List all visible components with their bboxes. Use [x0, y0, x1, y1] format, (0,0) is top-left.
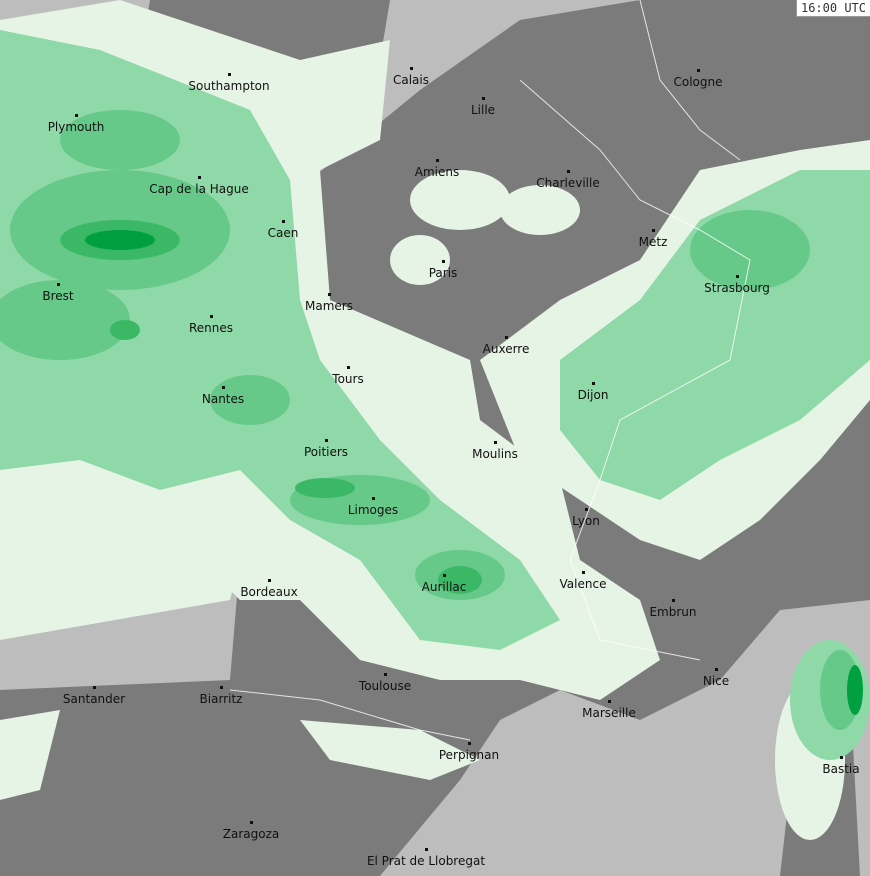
- city-marker: [75, 114, 78, 117]
- city-label: Aurillac: [421, 580, 467, 594]
- city-marker: [442, 260, 445, 263]
- city-marker: [425, 848, 428, 851]
- rain-intense: [85, 230, 863, 715]
- city-marker: [57, 283, 60, 286]
- city-label: Lyon: [572, 514, 600, 528]
- city-label: Plymouth: [47, 120, 105, 134]
- city-marker: [347, 366, 350, 369]
- city-label: Poitiers: [303, 445, 349, 459]
- city-label: Toulouse: [358, 679, 412, 693]
- city-marker: [840, 756, 843, 759]
- city-label: Limoges: [347, 503, 399, 517]
- time-label: 16:00 UTC: [795, 0, 870, 17]
- city-marker: [736, 275, 739, 278]
- city-marker: [443, 574, 446, 577]
- city-marker: [582, 571, 585, 574]
- city-marker: [282, 220, 285, 223]
- city-label: Bordeaux: [240, 585, 298, 599]
- city-marker: [410, 67, 413, 70]
- city-marker: [585, 508, 588, 511]
- city-marker: [328, 293, 331, 296]
- city-marker: [697, 69, 700, 72]
- city-marker: [220, 686, 223, 689]
- city-label: Paris: [428, 266, 458, 280]
- city-marker: [372, 497, 375, 500]
- city-label: El Prat de Llobregat: [366, 854, 486, 868]
- city-label: Valence: [559, 577, 607, 591]
- city-label: Caen: [267, 226, 299, 240]
- city-marker: [505, 336, 508, 339]
- city-label: Auxerre: [482, 342, 530, 356]
- city-marker: [268, 579, 271, 582]
- city-marker: [436, 159, 439, 162]
- city-marker: [222, 386, 225, 389]
- city-label: Calais: [392, 73, 430, 87]
- borders: [229, 0, 751, 741]
- city-label: Bastia: [822, 762, 860, 776]
- city-marker: [672, 599, 675, 602]
- city-label: Santander: [62, 692, 126, 706]
- city-marker: [592, 382, 595, 385]
- city-label: Amiens: [414, 165, 460, 179]
- city-label: Embrun: [649, 605, 697, 619]
- city-marker: [482, 97, 485, 100]
- city-marker: [652, 229, 655, 232]
- city-label: Southampton: [188, 79, 270, 93]
- city-marker: [608, 700, 611, 703]
- city-label: Lille: [470, 103, 496, 117]
- city-label: Metz: [638, 235, 668, 249]
- city-label: Brest: [42, 289, 74, 303]
- city-label: Biarritz: [199, 692, 243, 706]
- city-marker: [468, 742, 471, 745]
- city-marker: [715, 668, 718, 671]
- city-label: Charleville: [536, 176, 600, 190]
- city-label: Cap de la Hague: [149, 182, 249, 196]
- city-label: Cologne: [673, 75, 723, 89]
- city-label: Nice: [702, 674, 730, 688]
- city-marker: [93, 686, 96, 689]
- city-label: Tours: [332, 372, 364, 386]
- city-marker: [210, 315, 213, 318]
- city-marker: [384, 673, 387, 676]
- city-label: Dijon: [577, 388, 609, 402]
- city-label: Moulins: [472, 447, 518, 461]
- city-label: Zaragoza: [222, 827, 280, 841]
- city-marker: [494, 441, 497, 444]
- city-marker: [198, 176, 201, 179]
- city-marker: [567, 170, 570, 173]
- city-label: Nantes: [201, 392, 245, 406]
- city-marker: [228, 73, 231, 76]
- city-label: Strasbourg: [704, 281, 770, 295]
- city-label: Perpignan: [438, 748, 500, 762]
- city-label: Mamers: [305, 299, 353, 313]
- city-label: Marseille: [582, 706, 636, 720]
- city-marker: [250, 821, 253, 824]
- city-marker: [325, 439, 328, 442]
- city-label: Rennes: [188, 321, 234, 335]
